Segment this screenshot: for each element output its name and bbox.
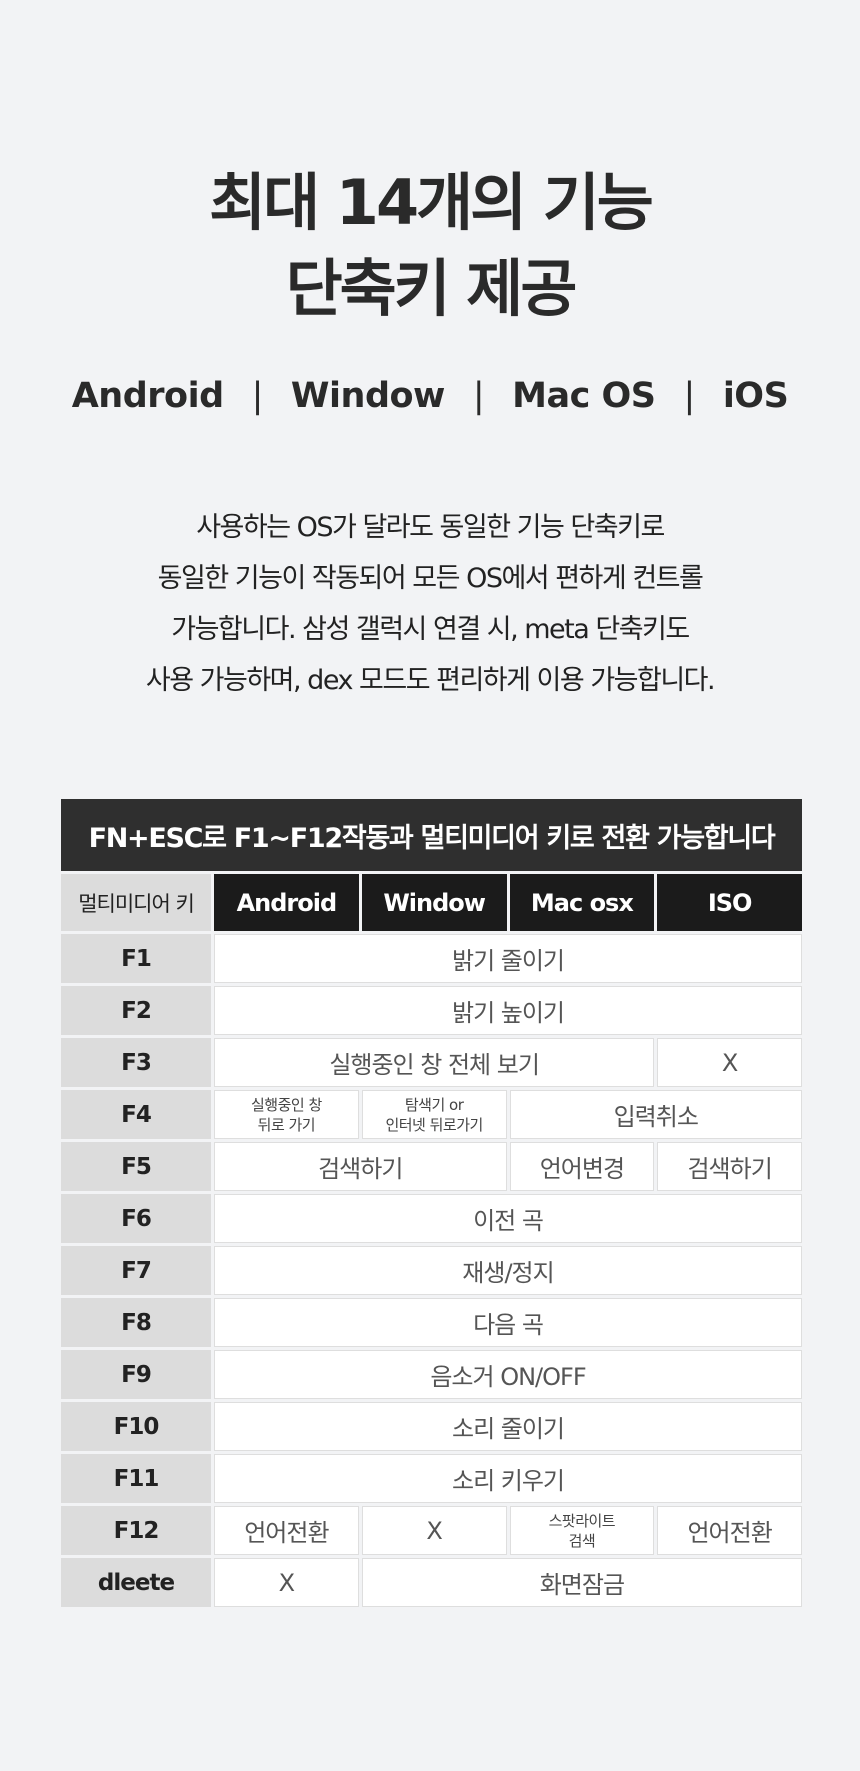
table-row: F7 재생/정지 [61, 1246, 802, 1295]
table-row: F9 음소거 ON/OFF [61, 1350, 802, 1399]
function-cell: 재생/정지 [214, 1246, 802, 1295]
header-iso: ISO [657, 874, 802, 931]
function-cell: 언어전환 [657, 1506, 802, 1555]
table-row: F6 이전 곡 [61, 1194, 802, 1243]
function-cell: 검색하기 [214, 1142, 507, 1191]
table-row: F8 다음 곡 [61, 1298, 802, 1347]
shortcut-table: FN+ESC로 F1~F12작동과 멀티미디어 키로 전환 가능합니다 멀티미디… [61, 799, 802, 1610]
os-ios: iOS [722, 376, 789, 416]
os-android: Android [71, 376, 224, 416]
function-cell: 이전 곡 [214, 1194, 802, 1243]
shortcut-grid: 멀티미디어 키 Android Window Mac osx ISO F1 밝기 … [58, 871, 805, 1610]
table-row: F12 언어전환 X 스팟라이트 검색 언어전환 [61, 1506, 802, 1555]
page-title: 최대 14개의 기능 단축키 제공 [0, 160, 860, 332]
key-cell: F10 [61, 1402, 211, 1451]
separator: | [472, 376, 485, 416]
key-cell: F8 [61, 1298, 211, 1347]
description: 사용하는 OS가 달라도 동일한 기능 단축키로 동일한 기능이 작동되어 모든… [0, 502, 860, 706]
os-window: Window [290, 376, 445, 416]
table-row: F4 실행중인 창 뒤로 가기 탐색기 or 인터넷 뒤로가기 입력취소 [61, 1090, 802, 1139]
title-line-1: 최대 14개의 기능 [209, 166, 654, 239]
header-key: 멀티미디어 키 [61, 874, 211, 931]
function-cell: 언어전환 [214, 1506, 359, 1555]
title-line-2: 단축키 제공 [285, 252, 578, 325]
key-cell: F4 [61, 1090, 211, 1139]
key-cell: F1 [61, 934, 211, 983]
function-cell: 언어변경 [509, 1142, 655, 1191]
header-android: Android [214, 874, 359, 931]
function-cell: 밝기 높이기 [214, 986, 802, 1035]
function-cell: 소리 줄이기 [214, 1402, 802, 1451]
key-cell: dleete [61, 1558, 211, 1607]
description-line: 사용 가능하며, dex 모드도 편리하게 이용 가능합니다. [145, 665, 716, 696]
table-row: F11 소리 키우기 [61, 1454, 802, 1503]
table-row: F2 밝기 높이기 [61, 986, 802, 1035]
key-cell: F2 [61, 986, 211, 1035]
header-row: 멀티미디어 키 Android Window Mac osx ISO [61, 874, 802, 931]
header-window: Window [361, 874, 507, 931]
header-macosx: Mac osx [509, 874, 655, 931]
key-cell: F11 [61, 1454, 211, 1503]
function-cell: 검색하기 [657, 1142, 802, 1191]
description-line: 가능합니다. 삼성 갤럭시 연결 시, meta 단축키도 [171, 614, 690, 645]
function-cell: X [361, 1506, 507, 1555]
table-row: F5 검색하기 언어변경 검색하기 [61, 1142, 802, 1191]
function-cell: X [657, 1038, 802, 1087]
function-cell: 다음 곡 [214, 1298, 802, 1347]
key-cell: F6 [61, 1194, 211, 1243]
function-cell: 음소거 ON/OFF [214, 1350, 802, 1399]
table-banner: FN+ESC로 F1~F12작동과 멀티미디어 키로 전환 가능합니다 [61, 799, 802, 871]
function-cell: 실행중인 창 뒤로 가기 [214, 1090, 359, 1139]
key-cell: F9 [61, 1350, 211, 1399]
key-cell: F12 [61, 1506, 211, 1555]
function-cell: 실행중인 창 전체 보기 [214, 1038, 655, 1087]
function-cell: 소리 키우기 [214, 1454, 802, 1503]
os-list: Android | Window | Mac OS | iOS [0, 376, 860, 416]
key-cell: F5 [61, 1142, 211, 1191]
key-cell: F7 [61, 1246, 211, 1295]
separator: | [251, 376, 264, 416]
table-row: dleete X 화면잠금 [61, 1558, 802, 1607]
description-line: 동일한 기능이 작동되어 모든 OS에서 편하게 컨트롤 [157, 563, 704, 594]
function-cell: X [214, 1558, 359, 1607]
function-cell: 스팟라이트 검색 [509, 1506, 655, 1555]
function-cell: 입력취소 [509, 1090, 802, 1139]
table-row: F3 실행중인 창 전체 보기 X [61, 1038, 802, 1087]
function-cell: 탐색기 or 인터넷 뒤로가기 [361, 1090, 507, 1139]
function-cell: 화면잠금 [361, 1558, 802, 1607]
table-row: F1 밝기 줄이기 [61, 934, 802, 983]
os-macos: Mac OS [512, 376, 656, 416]
separator: | [683, 376, 696, 416]
table-row: F10 소리 줄이기 [61, 1402, 802, 1451]
description-line: 사용하는 OS가 달라도 동일한 기능 단축키로 [196, 512, 665, 543]
key-cell: F3 [61, 1038, 211, 1087]
function-cell: 밝기 줄이기 [214, 934, 802, 983]
